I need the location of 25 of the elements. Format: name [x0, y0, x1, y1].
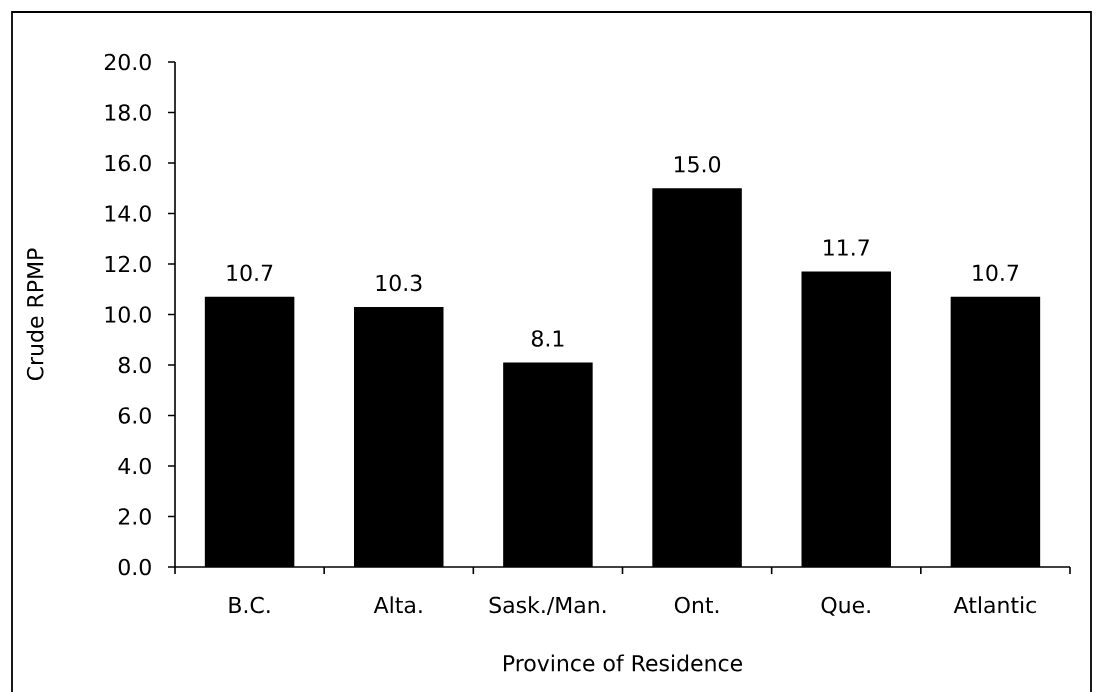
y-tick-label: 0.0 — [118, 558, 151, 576]
x-tick-label: Alta. — [373, 596, 422, 614]
y-tick-label: 10.0 — [105, 306, 151, 323]
x-axis-title: Province of Residence — [504, 654, 742, 672]
y-tick-label: 2.0 — [118, 508, 151, 525]
data-label: 10.7 — [973, 264, 1019, 282]
y-tick-label: 6.0 — [118, 407, 151, 424]
y-tick-label: 4.0 — [118, 457, 151, 475]
x-tick-label: B.C. — [229, 596, 270, 614]
x-tick-label: Sask./Man. — [489, 596, 606, 616]
data-label: 11.7 — [824, 239, 869, 256]
y-tick-label: 14.0 — [105, 205, 151, 222]
y-tick-label: 16.0 — [105, 154, 151, 172]
x-tick-label: Atlantic — [953, 596, 1036, 614]
x-tick-label: Que. — [821, 596, 870, 616]
x-tick-label: Ont. — [674, 596, 719, 614]
y-tick-label: 8.0 — [118, 356, 151, 374]
data-label: 8.1 — [531, 330, 564, 347]
data-label: 10.7 — [227, 264, 273, 282]
data-label: 10.3 — [376, 274, 422, 292]
y-tick-label: 18.0 — [105, 104, 151, 121]
y-tick-label: 20.0 — [104, 53, 151, 71]
y-axis-title: Crude RPMP — [26, 248, 44, 381]
y-tick-label: 12.0 — [105, 255, 151, 273]
data-label: 15.0 — [675, 155, 721, 173]
